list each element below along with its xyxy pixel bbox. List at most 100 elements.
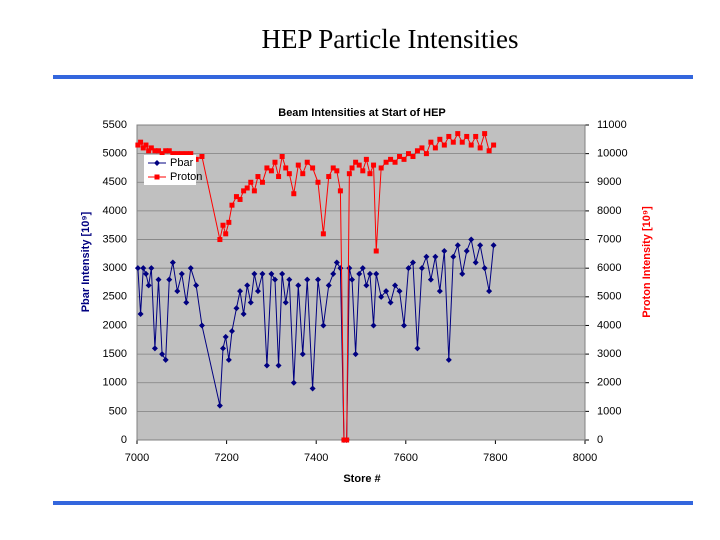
marker [356,270,363,277]
marker [437,136,443,142]
marker [263,362,270,369]
marker [346,171,352,177]
y2-axis-label: Proton Intensity [10⁹] [641,206,653,318]
marker [491,142,497,148]
marker [163,148,169,154]
y2-tick-label: 4000 [597,319,621,331]
marker [148,265,155,272]
marker [233,305,240,312]
y2-tick-label: 1000 [597,405,621,417]
marker [446,133,452,139]
marker [255,174,261,180]
marker [330,270,337,277]
marker [341,437,347,443]
marker [146,148,152,154]
marker [304,276,311,283]
marker [222,333,229,340]
plot-area [137,125,585,440]
marker [373,270,380,277]
marker [217,237,223,243]
marker [473,133,479,139]
x-tick-label: 8000 [573,452,597,464]
marker [237,288,244,295]
marker [178,270,185,277]
marker [472,259,479,266]
marker [373,248,379,254]
marker [337,188,343,194]
marker [162,356,169,363]
marker [251,188,257,194]
marker [170,151,176,157]
marker [183,299,190,306]
marker [155,276,162,283]
marker [468,142,474,148]
marker [320,231,326,237]
marker [396,288,403,295]
marker [248,179,254,185]
marker [363,282,370,289]
y-axis-label: Pbar Intensity [10⁹] [80,211,92,312]
marker [198,322,205,329]
marker [349,276,356,283]
marker [174,288,181,295]
marker [383,288,390,295]
marker [151,345,158,352]
marker [459,139,465,145]
plot-frame [136,124,586,441]
x-tick-label: 7000 [125,452,149,464]
marker [138,139,144,145]
marker [344,437,350,443]
marker [223,231,229,237]
marker [463,248,470,254]
marker [264,165,270,171]
marker [419,145,425,151]
marker [154,174,160,180]
marker [353,159,359,165]
marker [441,142,447,148]
series-marks [134,131,497,443]
marker [276,174,282,180]
marker [490,242,497,249]
marker [401,156,407,162]
marker [481,265,488,272]
legend-label: Proton [170,171,202,183]
marker [188,151,194,157]
marker [436,288,443,295]
marker [378,293,385,300]
marker [279,270,286,277]
marker [486,148,492,154]
marker [445,356,452,363]
y2-tick-label: 2000 [597,377,621,389]
marker [486,288,493,295]
marker [174,151,180,157]
marker [423,253,430,260]
marker [283,165,289,171]
x-axis-label: Store # [343,473,380,485]
marker [310,165,316,171]
y-tick-label: 2500 [103,291,127,303]
marker [254,288,261,295]
marker [459,270,466,277]
marker [383,159,389,165]
marker [233,194,239,200]
marker [477,242,484,249]
marker [401,322,408,329]
marker [295,282,302,289]
marker [169,259,176,266]
marker [388,156,394,162]
grid: 0 500 1000 1500 2000 2500 3000 3500 4000 4500 5000… [103,119,628,464]
marker [154,160,160,166]
y-tick-label: 500 [109,405,127,417]
marker [392,282,399,289]
y2-tick-label: 11000 [597,119,627,131]
marker [159,351,166,358]
marker [295,162,301,168]
y-tick-label: 5500 [103,119,127,131]
marker [152,148,158,154]
marker [392,159,398,165]
marker [450,139,456,145]
marker [300,171,306,177]
chart-title: Beam Intensities at Start of HEP [278,107,446,119]
y2-tick-label: 0 [597,434,603,446]
